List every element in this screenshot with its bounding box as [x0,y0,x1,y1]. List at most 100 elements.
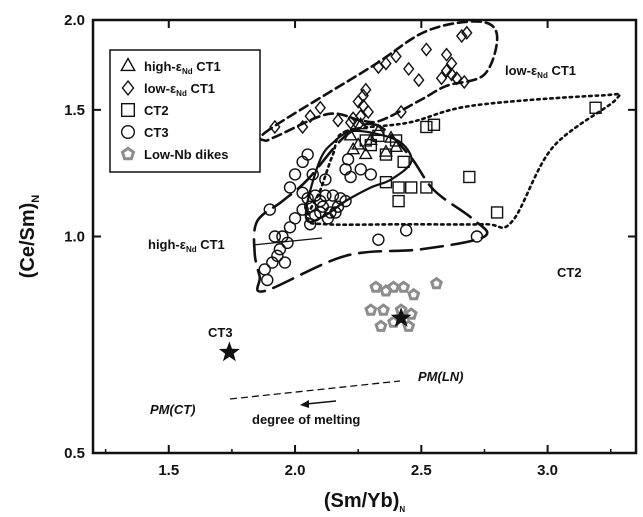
leader-high-ct1 [252,237,323,246]
melting-arrowhead [300,400,309,408]
data-point-square [392,194,405,208]
data-point-diamond [352,94,364,109]
data-point-diamond [380,56,392,71]
y-tick-label: 0.5 [64,445,85,462]
legend-label: CT3 [144,125,169,140]
data-point-circle [319,173,332,186]
data-point-square [427,118,441,131]
data-point-circle [258,263,271,276]
x-tick-label: 3.0 [537,462,558,479]
data-point-square [372,129,385,143]
data-point-pentagon [369,280,383,293]
data-point-triangle [343,127,358,141]
data-point-triangle [358,146,373,160]
data-point-square [397,155,410,169]
data-point-diamond [440,63,453,78]
star-marker [218,341,240,362]
y-tick-label: 2.0 [64,12,85,29]
star-marker [390,307,412,327]
data-point-circle [301,148,314,161]
label-pm-ln: PM(LN) [418,369,464,384]
data-point-diamond [304,109,316,124]
data-point-circle [278,256,292,269]
data-point-square [463,170,476,184]
data-point-square [420,181,433,194]
data-point-circle [341,153,355,166]
data-point-circle [399,224,413,237]
label-pm-ct: PM(CT) [150,402,196,417]
data-point-diamond [420,42,433,57]
legend-marker-square [120,102,136,118]
data-point-pentagon [376,303,390,316]
legend-marker-circle [120,124,136,140]
data-point-circle [261,273,274,287]
data-point-diamond [314,100,326,115]
data-point-square [389,134,403,147]
data-point-circle [296,203,309,216]
data-point-diamond [403,61,415,77]
data-point-diamond [332,113,344,128]
data-point-diamond [360,82,372,97]
field-boundary [258,20,499,143]
data-point-circle [339,163,352,176]
data-point-square [405,181,418,194]
data-point-triangle [378,144,394,157]
legend-label: low-εNd CT1 [144,81,215,98]
data-point-diamond [413,72,425,88]
data-point-circle [354,163,367,176]
x-tick-label: 1.5 [158,462,179,479]
data-point-circle [329,206,342,219]
data-point-circle [331,200,345,213]
legend-label: CT2 [144,103,169,118]
data-point-circle [266,256,279,269]
data-point-pentagon [374,319,388,332]
data-point-square [490,206,504,219]
melting-trend-line [229,380,401,400]
y-tick-label: 1.5 [64,102,85,119]
data-point-pentagon [364,303,378,316]
legend-marker-diamond [121,79,135,97]
legend-label: Low-Nb dikes [144,147,229,162]
data-point-square [420,120,433,134]
legend-label: high-εNd CT1 [144,59,221,76]
y-tick-label: 1.0 [64,229,85,246]
data-point-diamond [458,74,470,90]
data-point-diamond [435,71,448,86]
legend-marker-pentagon [120,146,136,161]
axis-ticks: 1.5 2.0 2.5 3.0 0.5 1.0 1.5 2.0 [64,12,636,479]
data-point-diamond [296,119,309,135]
data-point-square [359,134,372,147]
data-point-circle [372,233,385,246]
data-point-diamond [445,67,458,82]
y-axis-title: (Ce/Sm)N [17,195,42,279]
x-axis-title: (Sm/Yb)N [324,490,406,514]
data-point-diamond [344,115,357,130]
data-point-circle [288,168,302,181]
data-point-circle [281,236,294,250]
data-point-triangle [346,141,361,155]
data-point-circle [364,168,378,181]
legend-marker-triangle [120,57,136,72]
data-point-pentagon [407,287,421,301]
x-tick-label: 2.5 [411,462,432,479]
data-point-circle [273,243,287,256]
data-point-diamond [450,71,463,86]
primitive-mantle-stars [218,307,412,362]
data-point-diamond [395,104,407,120]
data-point-square [379,148,393,161]
data-point-diamond [269,119,281,135]
melting-arrow [305,400,337,405]
label-degree-of-melting: degree of melting [252,412,360,427]
label-ct2: CT2 [557,265,582,280]
data-point-circle [326,189,340,202]
data-point-triangle [351,137,366,150]
x-tick-label: 2.0 [285,462,306,479]
data-point-circle [306,168,319,181]
label-high-ct1: high-εNd CT1 [148,237,225,254]
data-point-diamond [440,47,453,62]
field-boundaries [252,20,622,293]
data-point-circle [304,218,317,231]
data-point-circle [263,203,276,216]
data-point-pentagon [429,276,443,290]
data-point-diamond [456,28,468,44]
